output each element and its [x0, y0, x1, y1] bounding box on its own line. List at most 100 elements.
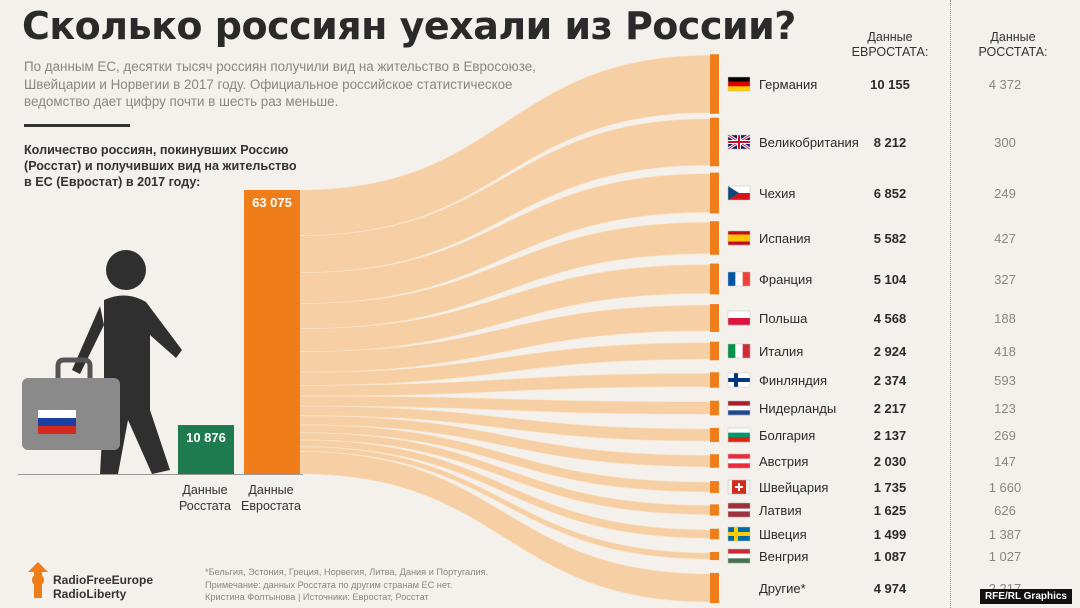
column-divider — [950, 0, 951, 608]
country-marker — [710, 481, 719, 493]
latvia-flag-icon — [727, 502, 751, 518]
rosstat-value: 147 — [994, 454, 1016, 469]
eurostat-value: 5 582 — [874, 231, 907, 246]
country-row: Франция 5 104 327 — [727, 271, 1016, 287]
bar-value-label: 63 075 — [252, 195, 292, 210]
country-marker — [710, 454, 719, 468]
rosstat-value: 626 — [994, 503, 1016, 518]
country-marker — [710, 427, 719, 443]
spain-flag-icon — [727, 230, 751, 246]
country-name: Франция — [759, 272, 812, 287]
country-marker — [710, 372, 719, 388]
uk-flag-icon — [727, 133, 751, 151]
country-name: Другие* — [759, 581, 806, 596]
czechia-flag-icon — [727, 185, 751, 201]
eurostat-total-bar — [244, 190, 300, 474]
chart-caption: Количество россиян, покинувших Россию (Р… — [24, 143, 297, 189]
country-name: Финляндия — [759, 373, 827, 388]
italy-flag-icon — [727, 343, 751, 359]
country-name: Чехия — [759, 186, 795, 201]
austria-flag-icon — [727, 453, 751, 469]
country-marker — [710, 400, 719, 416]
eurostat-value: 1 499 — [874, 527, 907, 542]
rosstat-value: 249 — [994, 186, 1016, 201]
eurostat-value: 2 030 — [874, 454, 907, 469]
country-marker — [710, 54, 719, 114]
country-name: Италия — [759, 344, 803, 359]
country-marker — [710, 304, 719, 332]
rosstat-value: 1 027 — [989, 549, 1022, 564]
country-row: Швейцария 1 735 1 660 — [727, 479, 1022, 495]
country-marker — [710, 221, 719, 255]
country-marker — [710, 263, 719, 295]
divider — [24, 124, 130, 127]
eurostat-column-header: Данные ЕВРОСТАТА: — [851, 30, 929, 59]
eurostat-value: 2 374 — [874, 373, 907, 388]
hungary-flag-icon — [727, 548, 751, 564]
footnote: *Бельгия, Эстония, Греция, Норвегия, Лит… — [205, 567, 489, 602]
bar-value-label: 10 876 — [186, 430, 226, 445]
eurostat-value: 1 735 — [874, 480, 907, 495]
eurostat-value: 10 155 — [870, 77, 910, 92]
rosstat-column-header: Данные РОССТАТА: — [978, 30, 1048, 59]
country-name: Австрия — [759, 454, 808, 469]
rosstat-value: 1 387 — [989, 527, 1022, 542]
rosstat-value: 418 — [994, 344, 1016, 359]
country-row: Чехия 6 852 249 — [727, 185, 1016, 201]
bulgaria-flag-icon — [727, 427, 751, 443]
country-name: Латвия — [759, 503, 802, 518]
rosstat-value: 188 — [994, 311, 1016, 326]
country-row: Финляндия 2 374 593 — [727, 372, 1016, 388]
poland-flag-icon — [727, 310, 751, 326]
graphics-credit: RFE/RL Graphics — [979, 589, 1072, 604]
country-name: Швеция — [759, 527, 807, 542]
country-row: Польша 4 568 188 — [727, 310, 1016, 326]
rosstat-value: 327 — [994, 272, 1016, 287]
eurostat-value: 1 087 — [874, 549, 907, 564]
country-row: Болгария 2 137 269 — [727, 427, 1016, 443]
suitcase-icon — [22, 357, 120, 450]
eurostat-value: 4 568 — [874, 311, 907, 326]
country-row: Швеция 1 499 1 387 — [727, 526, 1022, 542]
netherlands-flag-icon — [727, 400, 751, 416]
country-marker — [710, 341, 719, 361]
chart-baseline — [18, 474, 303, 475]
country-marker — [710, 172, 719, 214]
rosstat-value: 593 — [994, 373, 1016, 388]
country-name: Болгария — [759, 428, 815, 443]
germany-flag-icon — [727, 76, 751, 92]
country-marker — [710, 572, 719, 604]
sweden-flag-icon — [727, 526, 751, 542]
rferl-logo: RadioFreeEurope RadioLiberty — [53, 573, 154, 601]
flow-band — [299, 432, 711, 515]
country-name: Польша — [759, 311, 808, 326]
country-marker — [710, 117, 719, 167]
country-row: Венгрия 1 087 1 027 — [727, 548, 1022, 564]
rosstat-value: 269 — [994, 428, 1016, 443]
country-marker — [710, 551, 719, 561]
country-name: Швейцария — [759, 480, 828, 495]
rosstat-value: 1 660 — [989, 480, 1022, 495]
country-marker — [710, 528, 719, 540]
eurostat-value: 2 924 — [874, 344, 907, 359]
page-title: Сколько россиян уехали из России? — [22, 4, 796, 48]
finland-flag-icon — [727, 372, 751, 388]
rosstat-value: 123 — [994, 401, 1016, 416]
country-name: Нидерланды — [759, 401, 836, 416]
rosstat-bar-label: Данные Росстата — [178, 483, 232, 513]
rosstat-value: 4 372 — [989, 77, 1022, 92]
country-row: Италия 2 924 418 — [727, 343, 1016, 359]
eurostat-bar-label: Данные Евростата — [241, 483, 301, 513]
eurostat-value: 6 852 — [874, 186, 907, 201]
country-row: Великобритания 8 212 300 — [727, 133, 1016, 151]
rosstat-total-bar — [178, 425, 234, 474]
switzerland-flag-icon — [727, 479, 751, 495]
country-name: Германия — [759, 77, 817, 92]
rosstat-value: 300 — [994, 135, 1016, 150]
eurostat-value: 4 974 — [874, 581, 907, 596]
country-name: Испания — [759, 231, 811, 246]
country-name: Венгрия — [759, 549, 808, 564]
eurostat-value: 5 104 — [874, 272, 907, 287]
country-row: Латвия 1 625 626 — [727, 502, 1016, 518]
